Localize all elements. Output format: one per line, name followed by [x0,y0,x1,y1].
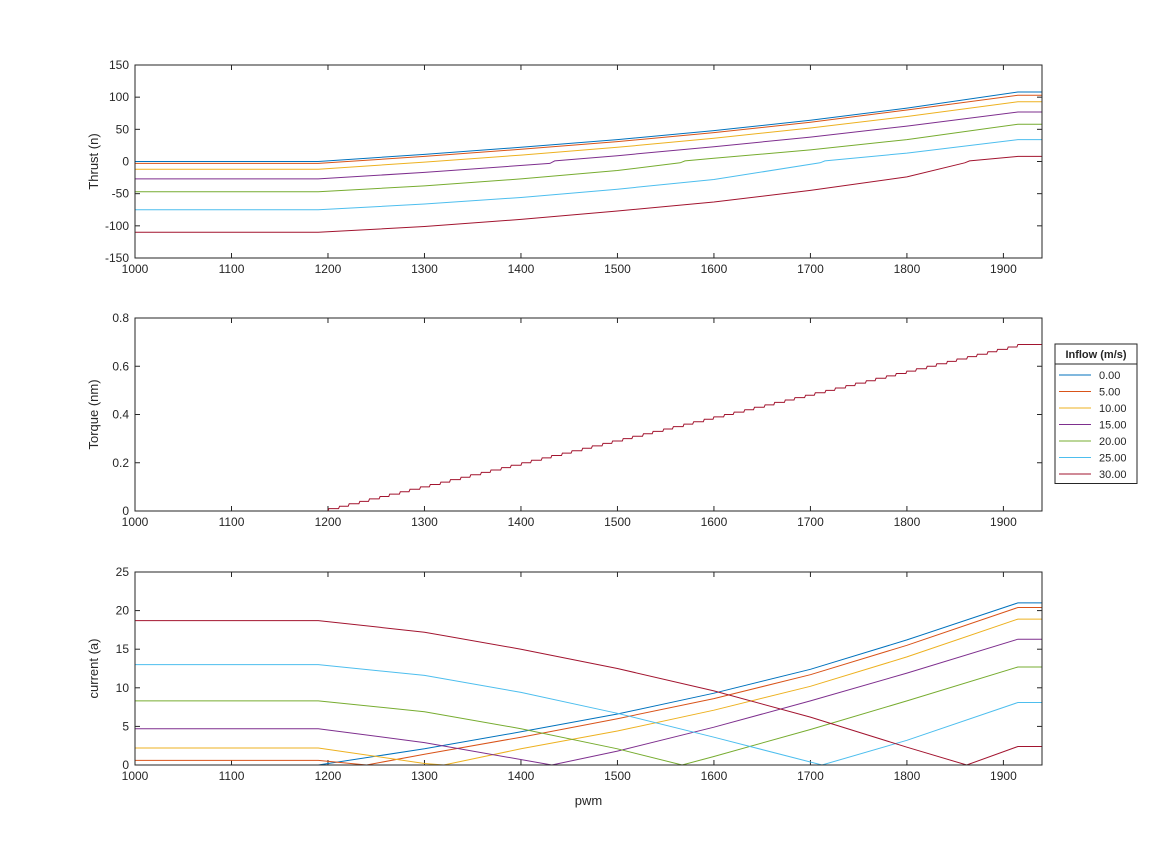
x-tick-label: 1800 [894,515,921,529]
y-axis-label: Thrust (n) [86,133,101,189]
y-tick-label: 15 [116,642,130,656]
axes-box [134,571,1043,766]
y-tick-label: -100 [105,219,129,233]
x-tick-label: 1900 [990,262,1017,276]
x-tick-label: 1400 [508,262,535,276]
series-line-25.00 [135,664,1042,766]
x-tick-label: 1100 [219,262,245,276]
y-tick-label: 20 [116,604,130,618]
x-tick-label: 1500 [604,769,631,783]
x-tick-label: 1800 [894,769,921,783]
x-tick-label: 1500 [604,515,631,529]
x-tick-label: 1900 [990,515,1017,529]
legend-title: Inflow (m/s) [1065,349,1126,361]
series-line-30.00 [135,344,1042,512]
x-tick-label: 1200 [315,769,342,783]
x-tick-label: 1400 [508,515,535,529]
x-tick-label: 1000 [122,515,149,529]
series-line-20.00 [135,123,1042,193]
x-tick-label: 1900 [990,769,1017,783]
y-tick-label: 0 [122,155,129,169]
legend: Inflow (m/s) 0.00 5.00 10.00 15.00 20.00 25.00… [1054,343,1138,484]
x-tick-label: 1700 [797,769,824,783]
series-line-0.00 [135,602,1042,766]
legend-label: 15.00 [1099,420,1127,432]
series-line-5.00 [135,607,1042,766]
x-tick-label: 1700 [797,262,824,276]
series-line-15.00 [135,111,1042,180]
legend-label: 10.00 [1099,403,1127,415]
x-tick-label: 1600 [701,515,728,529]
series-line-15.00 [135,638,1042,766]
series-line-5.00 [135,94,1042,164]
y-axis-label: current (a) [86,639,101,699]
series-line-10.00 [135,101,1042,170]
y-tick-label: 0 [122,758,129,772]
subplot-1: 1000 1100 1200 1300 1400 1500 1600 1700 1800 1900… [86,58,1043,276]
y-tick-label: 100 [109,90,129,104]
x-tick-label: 1300 [411,769,438,783]
subplot-2: 1000 1100 1200 1300 1400 1500 1600 1700 1800 1900… [86,311,1043,529]
series-line-0.00 [135,91,1042,162]
x-tick-label: 1300 [411,262,438,276]
x-tick-label: 1600 [701,769,728,783]
x-tick-label: 1100 [219,515,245,529]
legend-label: 25.00 [1099,453,1127,465]
x-tick-label: 1300 [411,515,438,529]
subplot-3: 1000 1100 1200 1300 1400 1500 1600 1700 1800 1900… [86,565,1043,808]
y-axis-label: Torque (nm) [86,379,101,449]
y-tick-label: 0 [122,504,129,518]
y-tick-label: 0.8 [112,311,129,325]
x-tick-label: 1000 [122,769,149,783]
series-line-20.00 [135,666,1042,766]
y-tick-label: 150 [109,58,129,72]
axes-box [134,317,1043,512]
x-tick-label: 1100 [219,769,245,783]
x-tick-label: 1200 [315,262,342,276]
x-tick-label: 1200 [315,515,342,529]
x-tick-label: 1500 [604,262,631,276]
y-tick-label: 0.4 [112,408,129,422]
series-line-25.00 [135,139,1042,211]
x-tick-label: 1700 [797,515,824,529]
legend-label: 0.00 [1099,370,1120,382]
axes-box [134,64,1043,259]
y-tick-label: 0.6 [112,359,129,373]
y-tick-label: 25 [116,565,130,579]
y-tick-label: 10 [116,681,130,695]
x-tick-label: 1000 [122,262,149,276]
x-tick-label: 1400 [508,769,535,783]
x-tick-label: 1800 [894,262,921,276]
series-line-30.00 [135,620,1042,766]
legend-label: 5.00 [1099,387,1120,399]
legend-box [1054,343,1138,484]
x-axis-label: pwm [575,793,602,808]
series-line-30.00 [135,155,1042,233]
y-tick-label: 0.2 [112,456,129,470]
legend-label: 20.00 [1099,436,1127,448]
series-line-10.00 [135,618,1042,766]
legend-label: 30.00 [1099,469,1127,481]
y-tick-label: -150 [105,251,129,265]
x-tick-label: 1600 [701,262,728,276]
y-tick-label: 50 [116,122,130,136]
y-tick-label: -50 [112,187,130,201]
y-tick-label: 5 [122,719,129,733]
